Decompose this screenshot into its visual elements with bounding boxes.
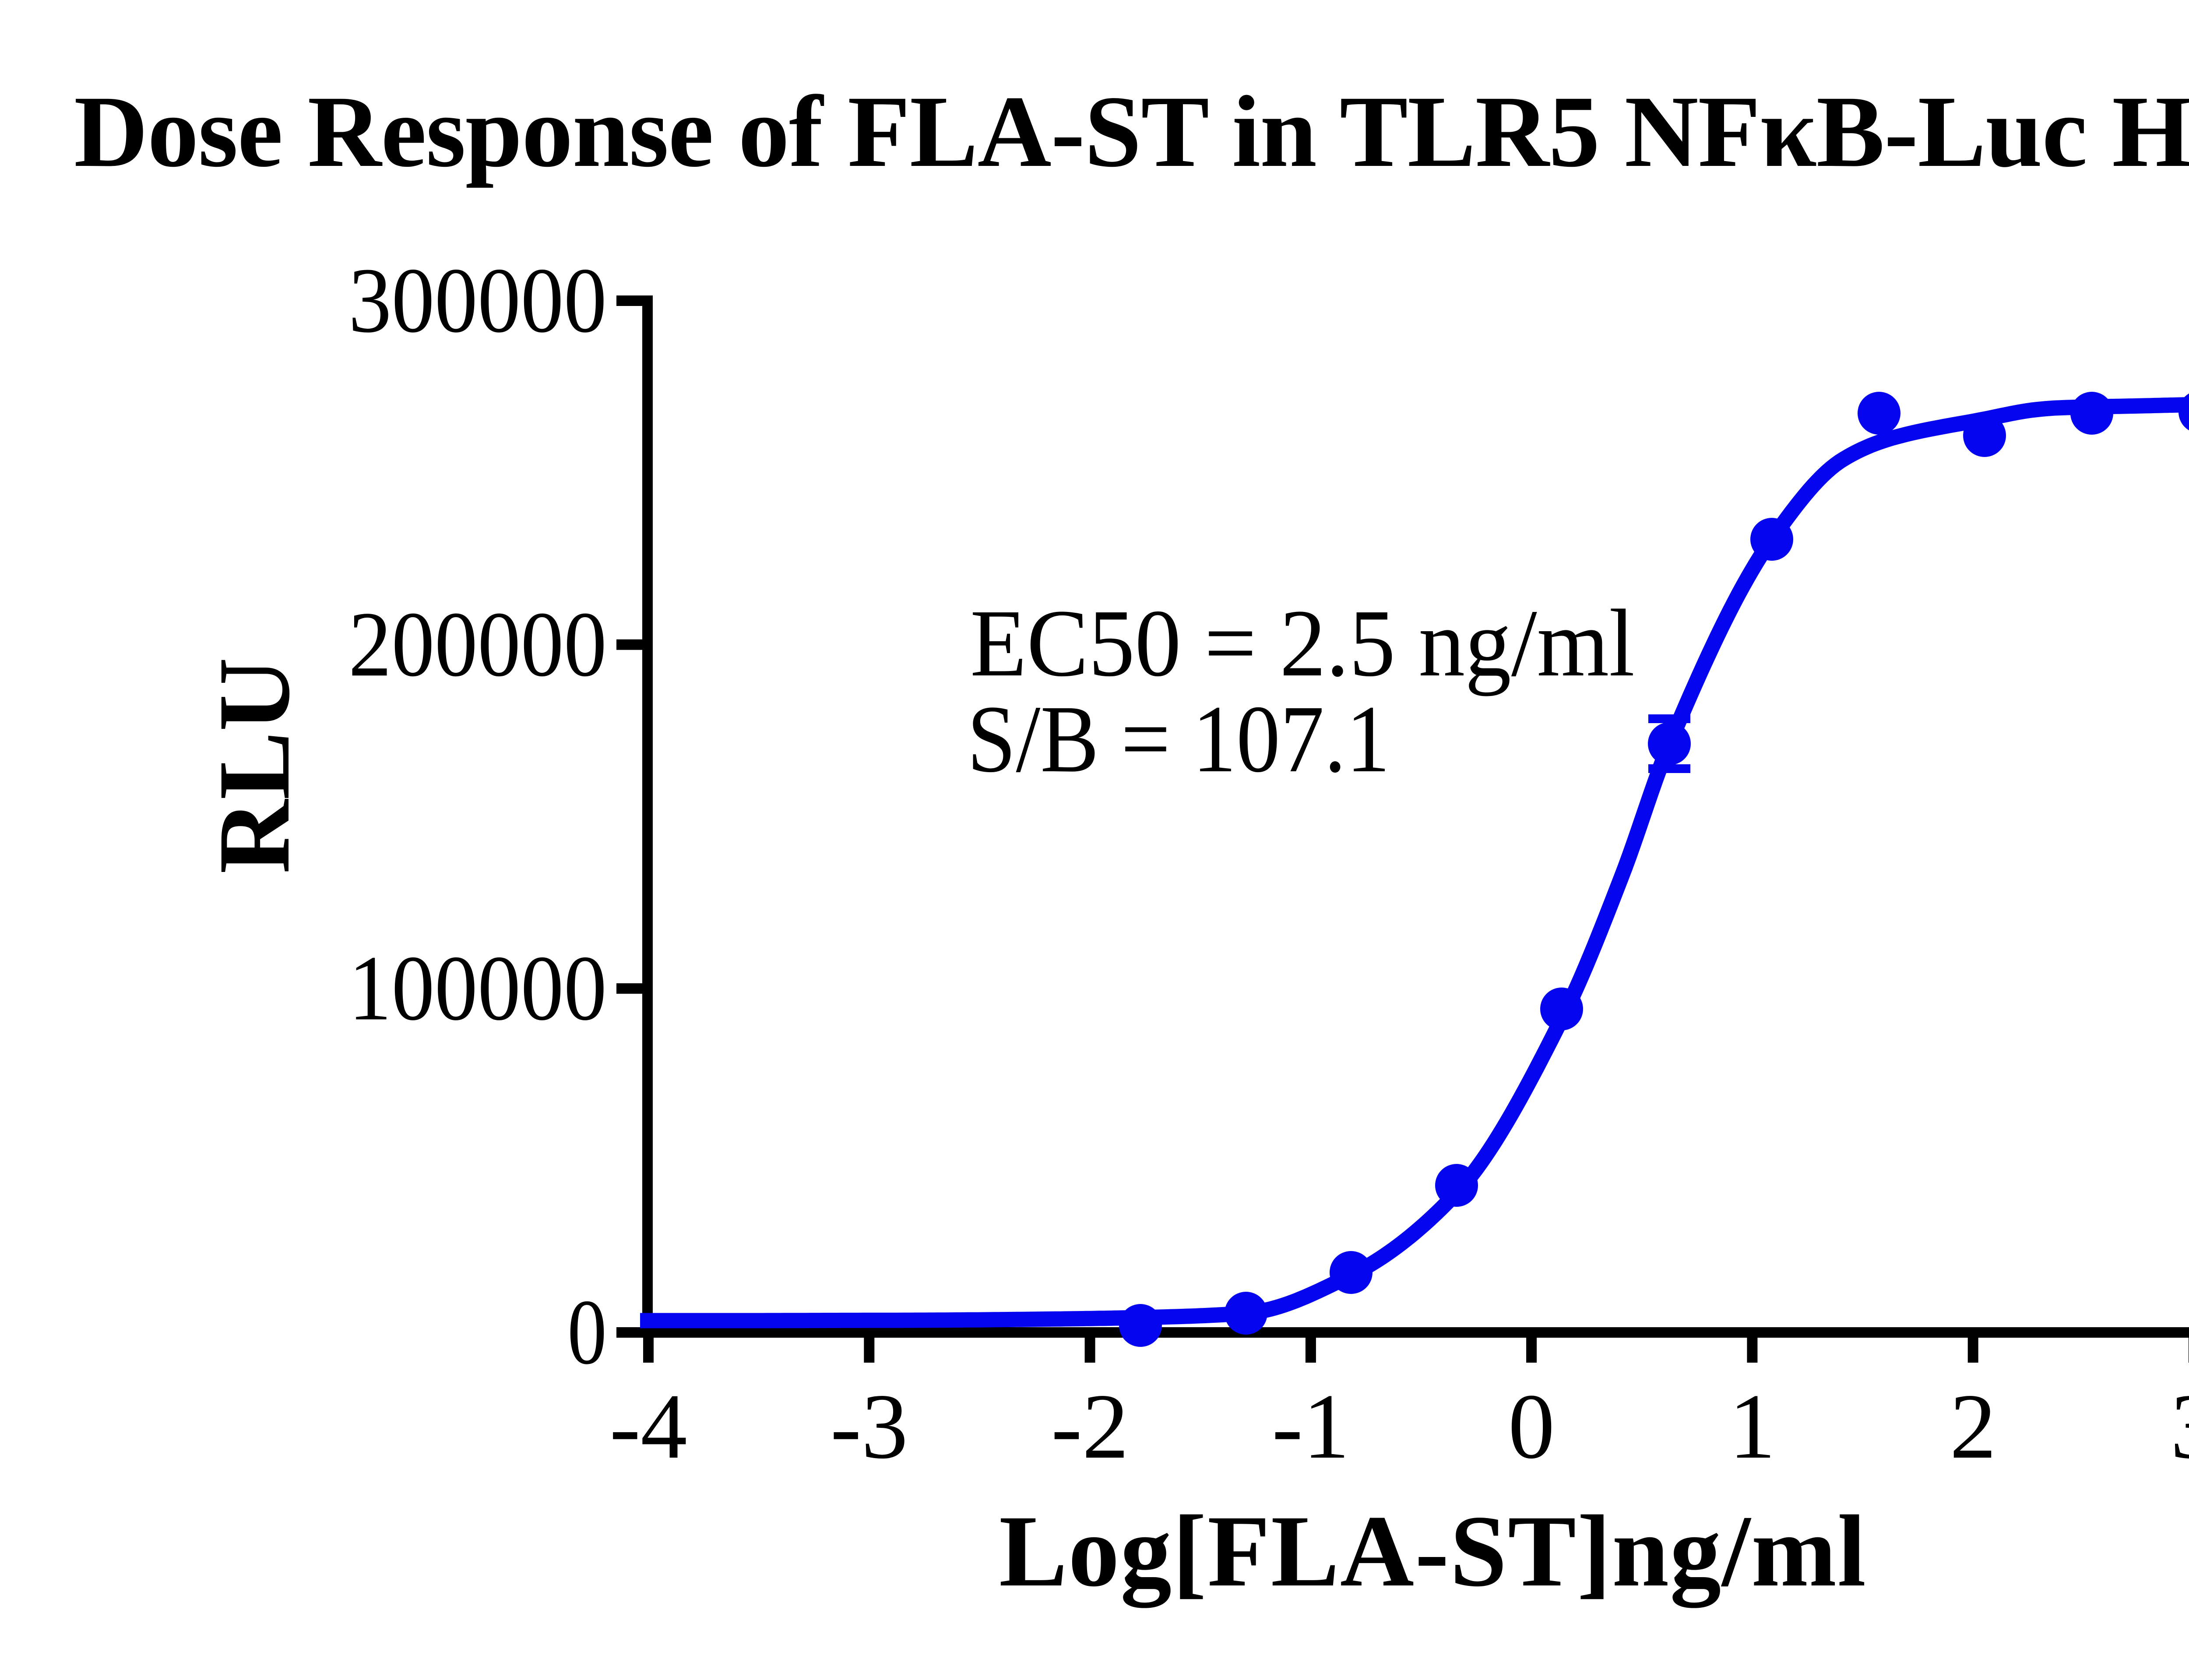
svg-text:0: 0 — [567, 1281, 607, 1384]
svg-text:S/B = 107.1: S/B = 107.1 — [967, 685, 1390, 792]
svg-text:0: 0 — [1508, 1375, 1555, 1478]
svg-text:-1: -1 — [1272, 1375, 1349, 1478]
svg-text:EC50 = 2.5 ng/ml: EC50 = 2.5 ng/ml — [970, 590, 1635, 696]
svg-text:-3: -3 — [831, 1375, 908, 1478]
svg-text:3: 3 — [2171, 1375, 2189, 1478]
svg-text:Dose Response of FLA-ST in TLR: Dose Response of FLA-ST in TLR5 NFκB-Luc… — [74, 64, 2189, 188]
svg-text:-2: -2 — [1051, 1375, 1129, 1478]
svg-text:200000: 200000 — [348, 593, 607, 696]
svg-text:RLU: RLU — [197, 657, 311, 874]
svg-text:2: 2 — [1950, 1375, 1996, 1478]
svg-text:-4: -4 — [609, 1375, 687, 1478]
svg-text:1: 1 — [1729, 1375, 1776, 1478]
svg-text:100000: 100000 — [348, 937, 607, 1040]
svg-text:300000: 300000 — [348, 249, 607, 352]
svg-text:Log[FLA-ST]ng/ml: Log[FLA-ST]ng/ml — [999, 1494, 1867, 1608]
